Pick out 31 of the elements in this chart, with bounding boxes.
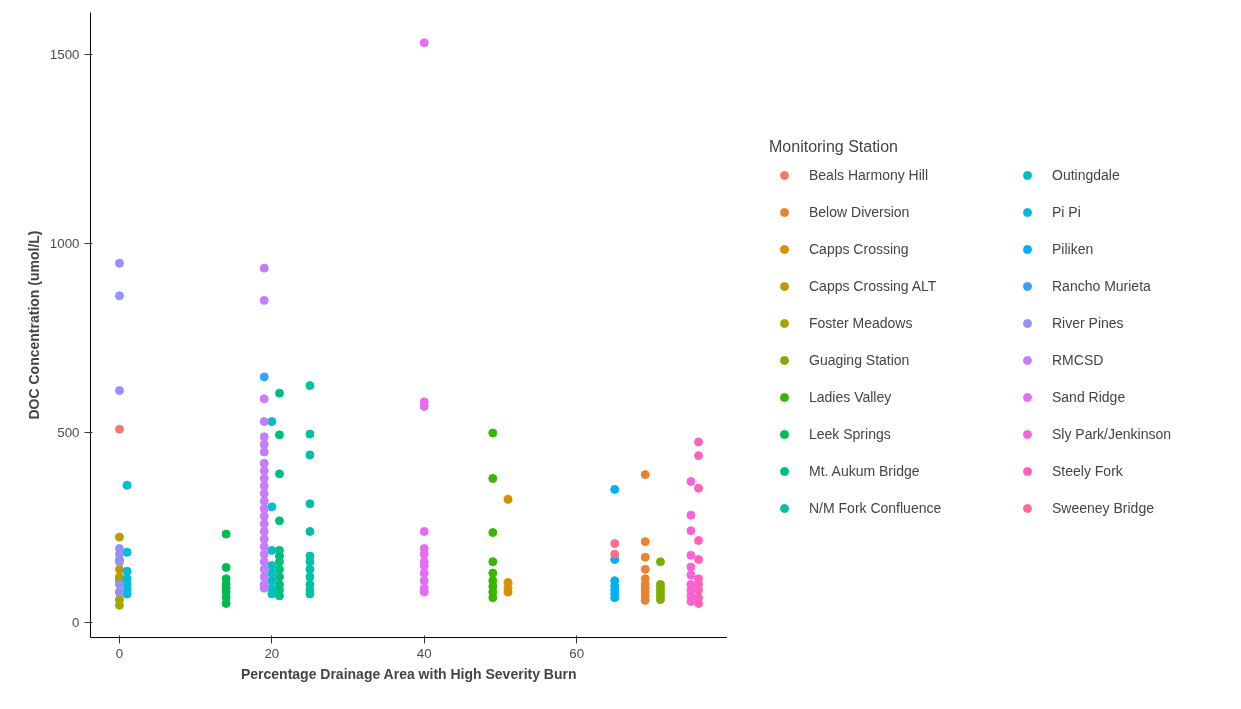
legend-label: Leek Springs	[809, 425, 891, 444]
legend-label: Sand Ridge	[1052, 388, 1126, 407]
legend-label: Foster Meadows	[809, 314, 913, 333]
legend-label: RMCSD	[1052, 351, 1104, 370]
legend-label: Beals Harmony Hill	[809, 166, 929, 185]
legend-label: River Pines	[1052, 314, 1124, 333]
y-tick-label: 500	[57, 425, 80, 441]
x-tick-label: 20	[264, 645, 280, 661]
legend-label: Outingdale	[1052, 166, 1120, 185]
legend-label: Sweeney Bridge	[1052, 499, 1154, 518]
legend-label: Steely Fork	[1052, 462, 1123, 481]
legend-label: Piliken	[1052, 240, 1094, 259]
y-tick-label: 1000	[49, 236, 80, 252]
legend-label: Mt. Aukum Bridge	[809, 462, 920, 481]
y-tick-label: 0	[72, 614, 80, 630]
legend-label: Capps Crossing ALT	[809, 277, 937, 296]
legend-label: Rancho Murieta	[1052, 277, 1151, 296]
legend-label: Ladies Valley	[809, 388, 892, 407]
y-tick-label: 1500	[49, 46, 80, 62]
legend-label: Capps Crossing	[809, 240, 909, 259]
y-axis-title: DOC Concentration (umol/L)	[25, 230, 42, 420]
legend-label: Sly Park/Jenkinson	[1052, 425, 1172, 444]
x-axis-title: Percentage Drainage Area with High Severity Burn	[240, 665, 577, 682]
x-tick-label: 40	[416, 645, 432, 661]
legend-label: Guaging Station	[809, 351, 910, 370]
legend-label: Pi Pi	[1052, 203, 1081, 222]
x-tick-label: 60	[569, 645, 585, 661]
legend-title: Monitoring Station	[769, 138, 899, 156]
legend-label: Below Diversion	[809, 203, 910, 222]
x-tick-label: 0	[115, 645, 124, 661]
legend-label: N/M Fork Confluence	[809, 499, 942, 518]
